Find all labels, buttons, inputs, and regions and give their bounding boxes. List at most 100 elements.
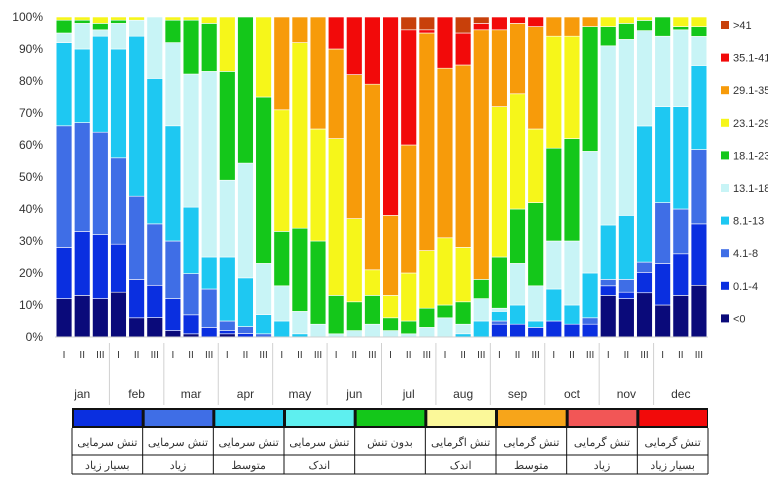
bar-segment <box>418 32 436 251</box>
bar-segment <box>273 231 290 287</box>
bar-segment <box>74 48 91 123</box>
scale-label-line2: بسیار زیاد <box>85 460 130 472</box>
x-month-label: jan <box>73 387 90 401</box>
x-decade-label: II <box>678 350 684 361</box>
bar-segment <box>164 16 182 21</box>
x-decade-label: III <box>96 350 104 361</box>
y-tick-label: 100% <box>12 10 43 24</box>
scale-label-line2: زیاد <box>594 460 611 472</box>
scale-color-cell <box>356 410 425 426</box>
bar-segment <box>690 26 708 37</box>
bar-segment <box>364 16 381 85</box>
bar-segment <box>600 285 617 296</box>
bar-segment <box>55 16 73 21</box>
bar-segment <box>219 16 236 72</box>
bar-segment <box>690 36 708 66</box>
x-decade-label: I <box>661 350 664 361</box>
x-decade-label: I <box>335 350 338 361</box>
bar-segment <box>346 218 363 303</box>
x-decade-label: II <box>515 350 521 361</box>
bar-segment <box>219 256 236 322</box>
bar-segment <box>654 304 671 338</box>
scale-color-cell <box>286 410 354 426</box>
bar-segment <box>110 157 127 245</box>
legend-swatch <box>721 184 729 192</box>
x-decade-label: II <box>79 350 85 361</box>
bar-segment <box>491 29 508 107</box>
x-month-label: nov <box>617 387 636 401</box>
bar-segment <box>182 73 200 208</box>
bar-segment <box>636 261 653 273</box>
bar-segment <box>255 16 272 98</box>
y-axis: 0% 10% 20% 30% 40% 50% 60% 70% 80% 90% 100% <box>12 10 43 344</box>
bar-segment <box>164 42 182 127</box>
bar-stack <box>146 16 163 338</box>
bar-segment <box>255 96 272 264</box>
x-decade-label: I <box>172 350 175 361</box>
scale-label-line1: تنش گرمایی <box>645 436 701 449</box>
legend-swatch <box>721 21 729 29</box>
bar-stack <box>436 16 454 338</box>
bar-segment <box>55 32 73 43</box>
bar-segment <box>672 16 689 27</box>
y-tick-label: 20% <box>19 266 43 280</box>
bar-segment <box>128 195 145 280</box>
bar-segment <box>454 323 472 335</box>
x-month-label: mar <box>181 387 202 401</box>
bar-segment <box>55 125 73 248</box>
y-tick-label: 50% <box>19 170 43 184</box>
bar-segment <box>545 320 562 338</box>
legend-label: 8.1-13 <box>733 216 764 228</box>
bar-stack <box>55 16 73 338</box>
bar-segment <box>146 284 163 318</box>
bar-segment <box>636 20 653 31</box>
legend: >41 35.1-41 29.1-35 23.1-29 18.1-23 13.1-18 8.… <box>721 20 768 325</box>
bar-stack <box>600 16 617 338</box>
legend-label: 4.1-8 <box>733 248 758 260</box>
bar-segment <box>110 19 127 24</box>
x-decade-label: III <box>586 350 594 361</box>
bar-segment <box>291 42 309 229</box>
x-decade-label: I <box>280 350 283 361</box>
bar-segment <box>237 16 254 164</box>
x-month-label: may <box>289 387 312 401</box>
bar-segment <box>581 272 599 319</box>
scale-label-line1: بدون تنش <box>367 437 413 449</box>
bar-segment <box>418 307 436 328</box>
bar-segment <box>454 64 472 248</box>
x-decade-label: II <box>188 350 194 361</box>
bar-segment <box>600 224 617 280</box>
scale-label-line2: اندک <box>450 460 472 472</box>
bar-segment <box>545 16 562 37</box>
bar-segment <box>563 138 581 242</box>
legend-swatch <box>721 86 729 95</box>
bar-segment <box>74 19 91 24</box>
bar-segment <box>237 162 254 279</box>
bar-segment <box>581 323 599 338</box>
bar-segment <box>346 330 363 338</box>
x-month-label: aug <box>453 387 473 401</box>
bar-segment <box>110 48 127 159</box>
bar-segment <box>92 35 109 133</box>
bar-stack <box>400 16 417 338</box>
bar-segment <box>273 109 290 232</box>
legend-swatch <box>721 53 729 62</box>
bar-segment <box>509 323 526 338</box>
bar-segment <box>382 295 399 319</box>
scale-color-cell <box>427 410 495 426</box>
legend-swatch <box>721 314 729 323</box>
bar-stack <box>418 16 436 338</box>
bar-segment <box>527 327 544 338</box>
bar-segment <box>545 35 562 149</box>
bar-segment <box>454 16 472 34</box>
bar-segment <box>92 298 109 338</box>
bar-segment <box>418 16 436 31</box>
bar-segment <box>128 19 145 37</box>
bar-segment <box>618 298 635 338</box>
x-decade-label: III <box>477 350 485 361</box>
bar-segment <box>255 314 272 335</box>
bar-segment <box>201 71 218 258</box>
x-decade-label: III <box>314 350 322 361</box>
bar-stack <box>74 16 91 338</box>
